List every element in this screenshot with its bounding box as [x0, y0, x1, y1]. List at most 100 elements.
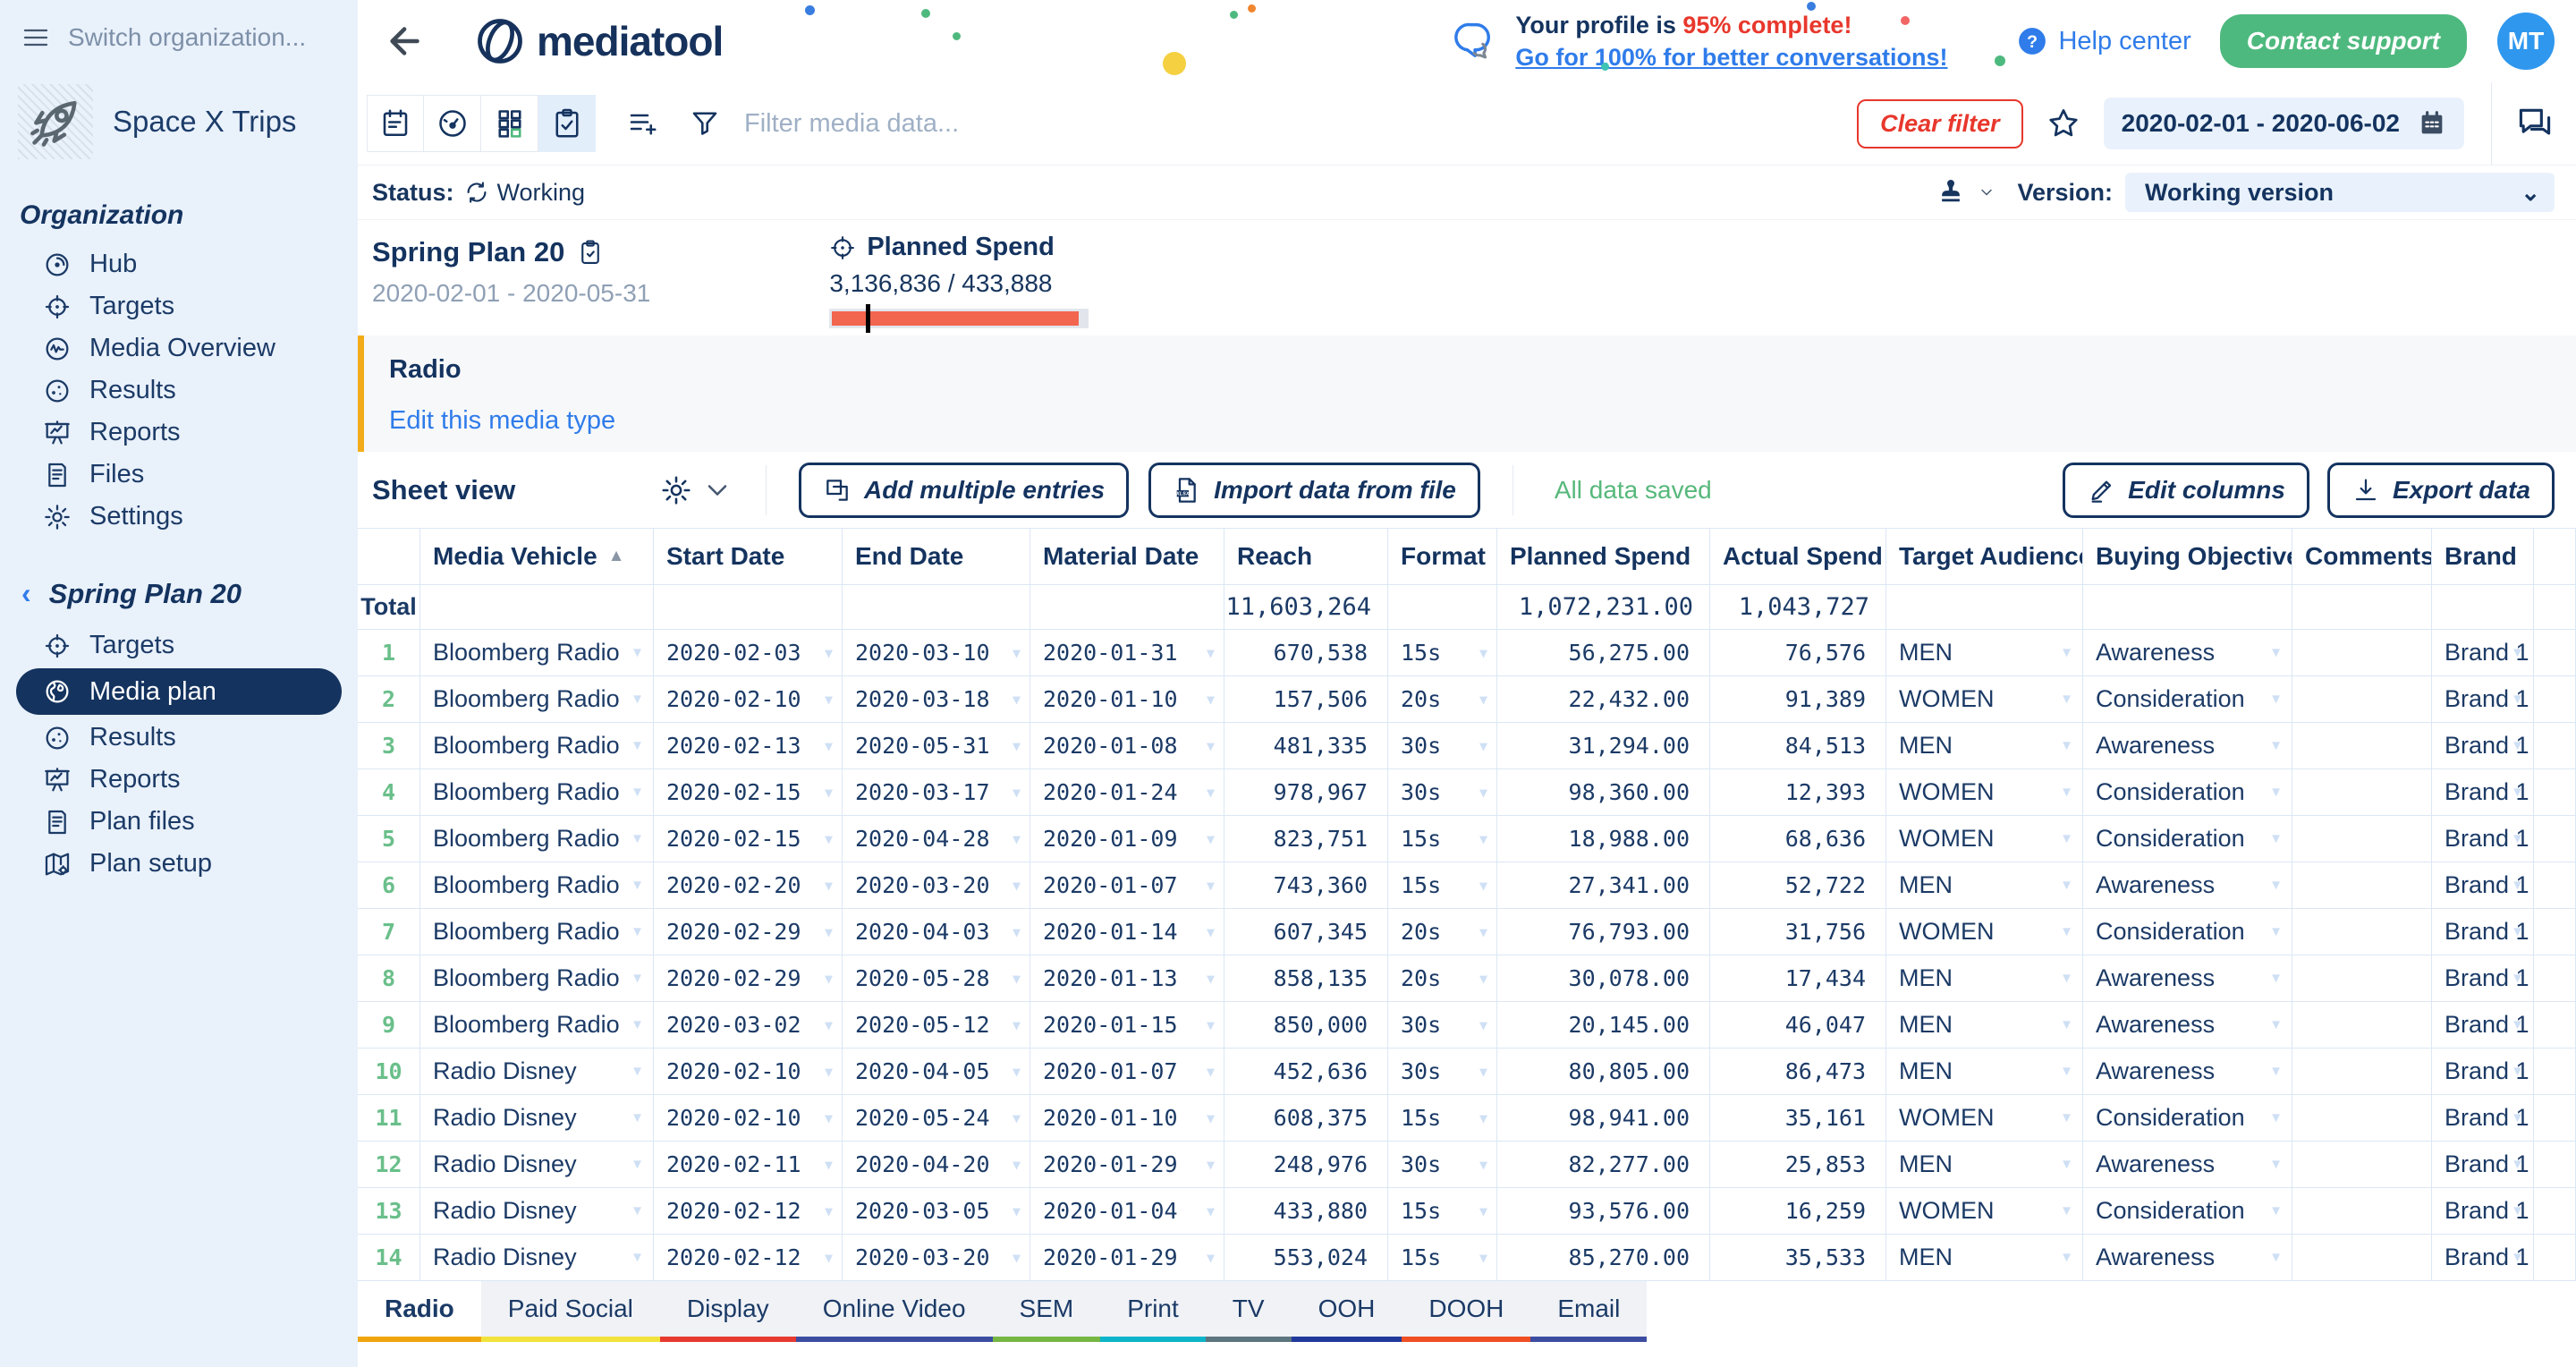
dropdown-arrow-icon[interactable]: ▼	[1013, 924, 1021, 940]
cell-planned[interactable]: 98,941.00	[1497, 1095, 1710, 1142]
cell-format[interactable]: 15s▼	[1388, 630, 1497, 676]
cell-actual[interactable]: 12,393	[1710, 769, 1886, 816]
cell-vehicle[interactable]: Radio Disney▼	[420, 1049, 654, 1095]
cell-material[interactable]: 2020-01-15▼	[1030, 1002, 1224, 1049]
col-header-start[interactable]: Start Date	[654, 529, 843, 585]
cell-planned[interactable]: 93,576.00	[1497, 1188, 1710, 1235]
cell-vehicle[interactable]: Bloomberg Radio▼	[420, 816, 654, 862]
dropdown-arrow-icon[interactable]: ▼	[2511, 971, 2524, 986]
cell-brand[interactable]: Brand 1▼	[2432, 1049, 2534, 1095]
cell-actual[interactable]: 16,259	[1710, 1188, 1886, 1235]
cell-audience[interactable]: MEN▼	[1886, 1235, 2083, 1281]
cell-brand[interactable]: Brand 1▼	[2432, 1235, 2534, 1281]
col-header-planned[interactable]: Planned Spend	[1497, 529, 1710, 585]
cell-audience[interactable]: MEN▼	[1886, 1002, 2083, 1049]
cell-audience[interactable]: MEN▼	[1886, 723, 2083, 769]
cell-brand[interactable]: Brand 1▼	[2432, 1095, 2534, 1142]
filter-funnel-icon[interactable]	[689, 107, 721, 140]
chevron-down-icon[interactable]	[1978, 183, 1996, 201]
sidebar-item-results[interactable]: Results	[0, 369, 358, 412]
cell-vehicle[interactable]: Radio Disney▼	[420, 1235, 654, 1281]
cell-audience[interactable]: WOMEN▼	[1886, 769, 2083, 816]
cell-format[interactable]: 30s▼	[1388, 1049, 1497, 1095]
cell-material[interactable]: 2020-01-31▼	[1030, 630, 1224, 676]
edit-media-type-link[interactable]: Edit this media type	[389, 406, 615, 436]
dropdown-arrow-icon[interactable]: ▼	[2269, 831, 2283, 846]
dropdown-arrow-icon[interactable]: ▼	[2269, 1157, 2283, 1172]
cell-num[interactable]: 3	[358, 723, 420, 769]
version-select[interactable]: Working version ⌄	[2125, 173, 2555, 212]
cell-comments[interactable]	[2292, 816, 2432, 862]
filter-media-input[interactable]	[744, 109, 1857, 139]
dropdown-arrow-icon[interactable]: ▼	[2269, 738, 2283, 753]
cell-audience[interactable]: WOMEN▼	[1886, 1188, 2083, 1235]
cell-reach[interactable]: 823,751	[1224, 816, 1388, 862]
stamp-icon[interactable]	[1936, 178, 1965, 207]
plan-nav-header[interactable]: ‹ Spring Plan 20	[0, 538, 358, 624]
cell-comments[interactable]	[2292, 909, 2432, 955]
dropdown-arrow-icon[interactable]: ▼	[2269, 785, 2283, 800]
cell-vehicle[interactable]: Bloomberg Radio▼	[420, 676, 654, 723]
cell-comments[interactable]	[2292, 723, 2432, 769]
cell-reach[interactable]: 607,345	[1224, 909, 1388, 955]
clipboard-icon[interactable]	[577, 239, 604, 266]
dropdown-arrow-icon[interactable]: ▼	[2269, 1064, 2283, 1079]
cell-planned[interactable]: 82,277.00	[1497, 1142, 1710, 1188]
hamburger-icon[interactable]	[21, 23, 50, 52]
dropdown-arrow-icon[interactable]: ▼	[1207, 1017, 1215, 1033]
col-header-objective[interactable]: Buying Objective	[2083, 529, 2292, 585]
dropdown-arrow-icon[interactable]: ▼	[825, 1017, 833, 1033]
dropdown-arrow-icon[interactable]: ▼	[1013, 1110, 1021, 1126]
dropdown-arrow-icon[interactable]: ▼	[2511, 924, 2524, 939]
cell-vehicle[interactable]: Bloomberg Radio▼	[420, 769, 654, 816]
cell-vehicle[interactable]: Bloomberg Radio▼	[420, 630, 654, 676]
cell-vehicle[interactable]: Radio Disney▼	[420, 1095, 654, 1142]
sidebar-item-reports[interactable]: Reports	[0, 412, 358, 454]
dropdown-arrow-icon[interactable]: ▼	[1013, 1017, 1021, 1033]
cell-num[interactable]: 10	[358, 1049, 420, 1095]
cell-brand[interactable]: Brand 1▼	[2432, 676, 2534, 723]
cell-num[interactable]: 2	[358, 676, 420, 723]
cell-num[interactable]: 11	[358, 1095, 420, 1142]
dropdown-arrow-icon[interactable]: ▼	[631, 692, 644, 707]
cell-reach[interactable]: 978,967	[1224, 769, 1388, 816]
tab-email[interactable]: Email	[1530, 1281, 1647, 1342]
cell-audience[interactable]: MEN▼	[1886, 1142, 2083, 1188]
cell-vehicle[interactable]: Bloomberg Radio▼	[420, 909, 654, 955]
dropdown-arrow-icon[interactable]: ▼	[1207, 1110, 1215, 1126]
cell-comments[interactable]	[2292, 862, 2432, 909]
edit-columns-button[interactable]: Edit columns	[2063, 463, 2309, 518]
cell-audience[interactable]: WOMEN▼	[1886, 816, 2083, 862]
cell-objective[interactable]: Awareness▼	[2083, 1235, 2292, 1281]
cell-actual[interactable]: 25,853	[1710, 1142, 1886, 1188]
cell-actual[interactable]: 86,473	[1710, 1049, 1886, 1095]
switch-organization[interactable]: Switch organization...	[0, 23, 358, 52]
cell-format[interactable]: 15s▼	[1388, 816, 1497, 862]
dropdown-arrow-icon[interactable]: ▼	[631, 1064, 644, 1079]
cell-start[interactable]: 2020-02-13▼	[654, 723, 843, 769]
dropdown-arrow-icon[interactable]: ▼	[1479, 878, 1487, 894]
cell-end[interactable]: 2020-04-28▼	[843, 816, 1030, 862]
cell-actual[interactable]: 91,389	[1710, 676, 1886, 723]
cell-start[interactable]: 2020-02-10▼	[654, 1049, 843, 1095]
cell-vehicle[interactable]: Bloomberg Radio▼	[420, 723, 654, 769]
cell-audience[interactable]: MEN▼	[1886, 1049, 2083, 1095]
cell-start[interactable]: 2020-02-11▼	[654, 1142, 843, 1188]
col-header-reach[interactable]: Reach	[1224, 529, 1388, 585]
cell-material[interactable]: 2020-01-04▼	[1030, 1188, 1224, 1235]
dropdown-arrow-icon[interactable]: ▼	[825, 645, 833, 661]
dropdown-arrow-icon[interactable]: ▼	[631, 645, 644, 660]
cell-comments[interactable]	[2292, 955, 2432, 1002]
dropdown-arrow-icon[interactable]: ▼	[825, 1250, 833, 1266]
cell-format[interactable]: 15s▼	[1388, 862, 1497, 909]
dropdown-arrow-icon[interactable]: ▼	[631, 1203, 644, 1218]
dropdown-arrow-icon[interactable]: ▼	[2269, 692, 2283, 707]
add-multiple-entries-button[interactable]: Add multiple entries	[799, 463, 1129, 518]
dropdown-arrow-icon[interactable]: ▼	[2060, 1203, 2073, 1218]
cell-material[interactable]: 2020-01-29▼	[1030, 1235, 1224, 1281]
sheet-settings[interactable]	[660, 474, 733, 506]
dropdown-arrow-icon[interactable]: ▼	[1479, 785, 1487, 801]
sidebar-item-targets[interactable]: Targets	[0, 624, 358, 667]
sidebar-item-reports[interactable]: Reports	[0, 759, 358, 801]
cell-num[interactable]: 4	[358, 769, 420, 816]
